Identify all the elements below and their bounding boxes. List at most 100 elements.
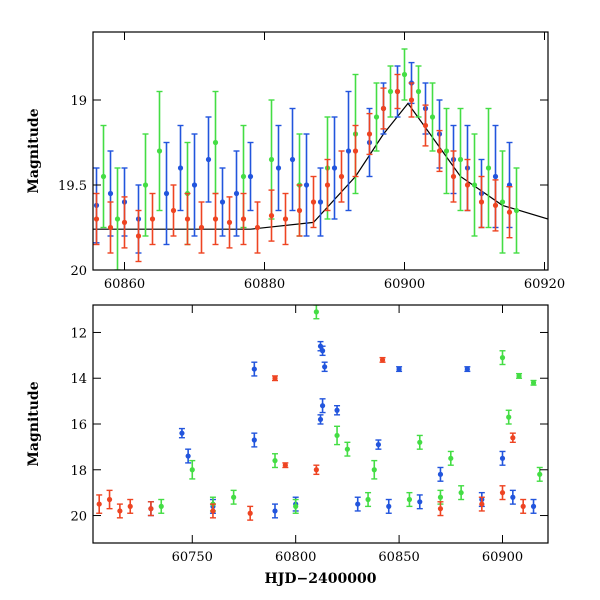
marker xyxy=(373,114,380,120)
data-point xyxy=(163,141,170,246)
marker xyxy=(212,139,219,146)
data-point xyxy=(437,501,444,517)
marker xyxy=(386,503,392,509)
data-point xyxy=(509,432,516,444)
data-point xyxy=(147,501,154,517)
data-point xyxy=(371,459,378,480)
data-point xyxy=(313,464,320,476)
data-point xyxy=(385,498,392,514)
marker xyxy=(293,503,299,509)
data-point xyxy=(464,158,471,212)
data-point xyxy=(530,498,537,514)
marker xyxy=(443,148,450,154)
marker xyxy=(189,467,195,473)
data-point xyxy=(416,494,423,510)
data-point xyxy=(189,459,196,480)
x-tick-label: 60860 xyxy=(104,277,145,292)
marker xyxy=(324,182,331,188)
marker xyxy=(422,122,429,129)
y-tick-label: 20 xyxy=(70,510,87,525)
data-point xyxy=(499,350,506,366)
data-point xyxy=(380,87,387,130)
marker xyxy=(179,430,185,436)
marker xyxy=(401,71,408,78)
marker xyxy=(380,105,387,112)
data-point xyxy=(198,201,205,254)
marker xyxy=(366,131,373,137)
marker xyxy=(387,88,394,95)
marker xyxy=(485,165,492,171)
y-tick-label: 20 xyxy=(70,264,87,279)
marker xyxy=(313,309,319,315)
data-point xyxy=(247,141,254,212)
marker xyxy=(117,508,123,514)
data-point xyxy=(135,209,142,263)
series-1 xyxy=(147,340,537,519)
data-point xyxy=(422,104,429,147)
data-point xyxy=(247,505,254,521)
data-point xyxy=(520,498,527,514)
marker xyxy=(375,441,382,448)
data-point xyxy=(387,65,394,118)
marker xyxy=(436,148,443,154)
marker xyxy=(520,503,526,509)
marker xyxy=(107,190,114,197)
data-point xyxy=(429,82,436,152)
data-point xyxy=(447,450,454,466)
x-tick-label: 60750 xyxy=(172,550,213,565)
marker xyxy=(310,199,317,205)
marker xyxy=(499,355,506,361)
data-point xyxy=(437,466,444,482)
marker xyxy=(226,219,233,225)
data-point xyxy=(478,175,485,229)
data-point xyxy=(331,116,338,220)
data-point xyxy=(406,491,413,508)
data-point xyxy=(415,65,422,118)
x-axis-label: HJD−2400000 xyxy=(265,571,377,587)
data-point xyxy=(100,124,107,229)
y-tick-label: 14 xyxy=(70,372,87,387)
marker xyxy=(205,156,212,163)
data-point xyxy=(319,345,326,357)
data-point xyxy=(416,434,423,450)
marker xyxy=(121,219,128,225)
marker xyxy=(127,503,133,509)
data-point xyxy=(536,466,543,482)
data-point xyxy=(379,356,386,363)
marker xyxy=(212,216,219,222)
marker xyxy=(93,216,100,222)
marker xyxy=(344,446,350,452)
data-point xyxy=(408,82,415,118)
marker xyxy=(210,508,216,514)
data-point xyxy=(158,498,165,514)
marker xyxy=(530,380,537,386)
data-point xyxy=(321,361,328,373)
data-point xyxy=(107,201,114,254)
marker xyxy=(184,216,191,222)
data-point xyxy=(352,124,359,178)
data-point xyxy=(354,496,361,512)
marker xyxy=(437,471,444,477)
data-point xyxy=(251,432,258,448)
marker xyxy=(499,199,506,205)
x-tick-label: 60920 xyxy=(524,277,565,292)
marker xyxy=(319,348,326,354)
marker xyxy=(233,190,240,197)
marker xyxy=(107,224,114,231)
y-tick-label: 19.5 xyxy=(58,179,87,194)
marker xyxy=(96,501,102,507)
marker xyxy=(499,455,506,461)
axes-frame xyxy=(92,31,549,271)
data-point xyxy=(212,192,219,246)
y-tick-label: 19 xyxy=(70,94,87,109)
data-point xyxy=(324,158,331,212)
marker xyxy=(198,224,205,231)
data-point xyxy=(478,496,485,512)
data-point xyxy=(254,201,261,254)
marker xyxy=(365,496,371,503)
data-point xyxy=(505,409,512,425)
marker xyxy=(149,216,156,222)
data-point xyxy=(272,375,278,382)
data-point xyxy=(149,192,156,246)
data-point xyxy=(310,175,317,229)
